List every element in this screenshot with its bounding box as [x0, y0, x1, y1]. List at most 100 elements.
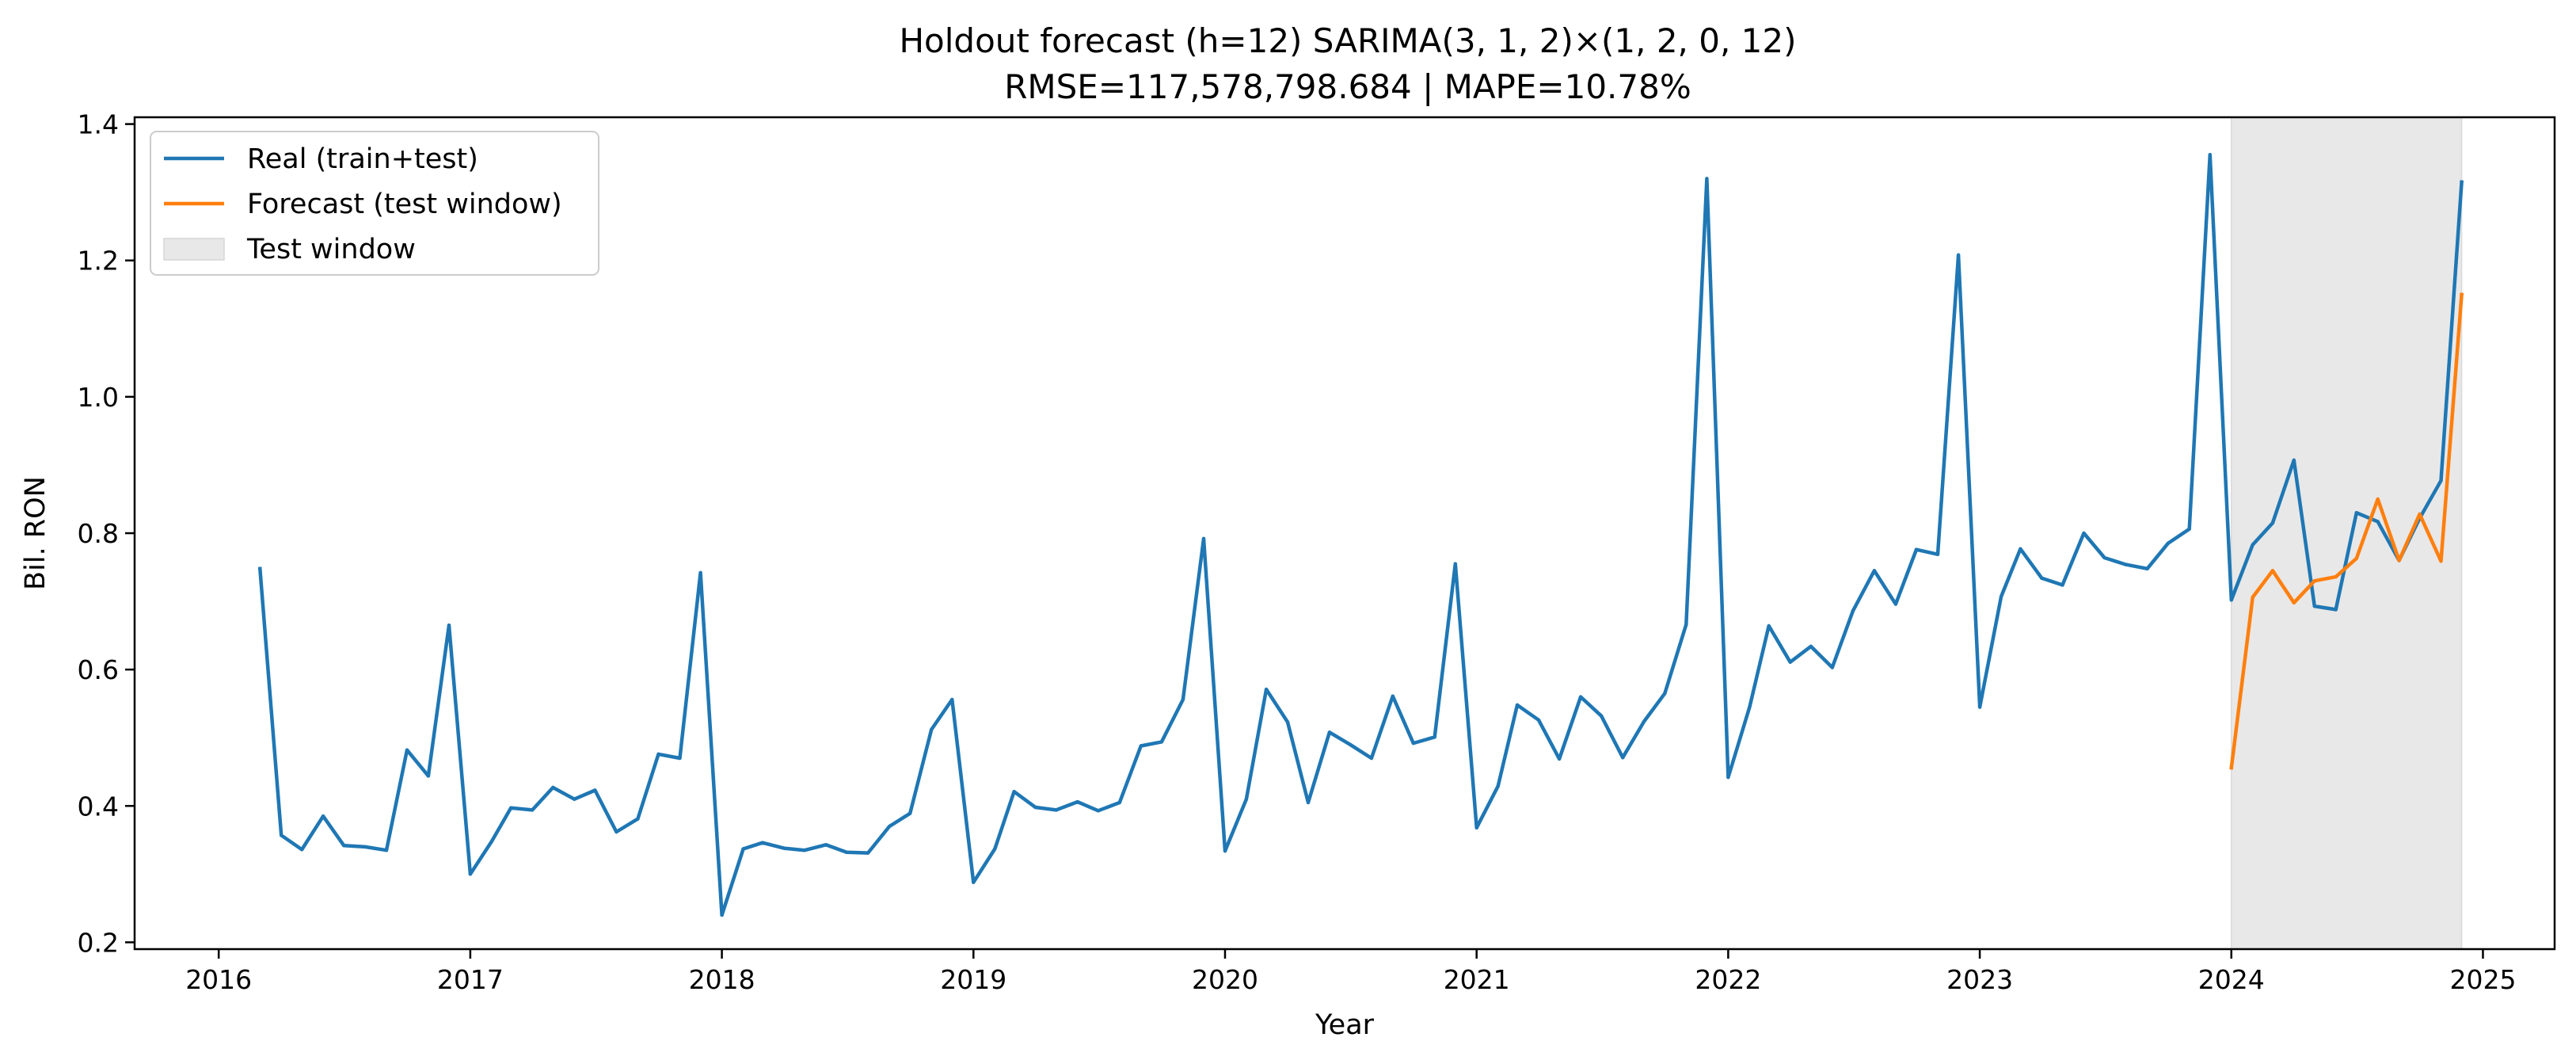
data-point-forecast-2024-10 [2418, 512, 2422, 517]
data-point-real-2024-08 [2376, 520, 2380, 524]
data-point-real-2017-06 [573, 797, 576, 801]
data-point-forecast-2024-03 [2270, 569, 2275, 573]
data-point-real-2023-07 [2102, 555, 2106, 560]
data-point-forecast-2024-02 [2251, 595, 2254, 600]
data-point-real-2023-10 [2166, 541, 2170, 546]
y-axis-label: Bil. RON [20, 476, 51, 590]
y-axis: 0.2 0.4 0.6 0.8 1.0 1.2 1.4 [78, 109, 135, 958]
x-axis: 2016 2017 2018 2019 2020 2021 2022 2023 2024 2025 [185, 949, 2516, 995]
chart-subtitle: RMSE=117,578,798.684 | MAPE=10.78% [1004, 67, 1691, 106]
data-point-forecast-2024-06 [2334, 574, 2338, 579]
data-point-real-2018-08 [866, 851, 870, 855]
data-point-real-2016-05 [300, 848, 304, 852]
data-point-real-2021-11 [1684, 623, 1688, 627]
test-window-layer [2231, 116, 2463, 950]
data-point-real-2016-07 [342, 844, 346, 848]
data-point-real-2019-01 [972, 880, 976, 884]
data-point-real-2020-02 [1244, 797, 1249, 801]
x-tick-label-2020: 2020 [1192, 964, 1258, 995]
data-point-real-2024-12 [2460, 180, 2464, 184]
data-point-real-2019-09 [1139, 744, 1143, 748]
data-point-real-2018-02 [741, 847, 745, 851]
y-tick-label-0.2: 0.2 [78, 927, 119, 958]
data-point-real-2016-09 [384, 849, 389, 852]
data-point-real-2016-08 [363, 845, 367, 849]
data-point-real-2020-06 [1327, 730, 1332, 734]
y-tick-label-1.0: 1.0 [78, 382, 119, 413]
data-point-real-2017-01 [468, 872, 473, 876]
data-point-real-2022-05 [1809, 644, 1813, 649]
y-tick-label-0.6: 0.6 [78, 654, 119, 685]
data-point-forecast-2024-04 [2292, 601, 2296, 604]
data-point-forecast-2024-01 [2229, 765, 2233, 770]
data-point-forecast-2024-05 [2312, 579, 2316, 583]
data-point-real-2017-02 [489, 839, 494, 844]
data-point-real-2021-09 [1642, 719, 1646, 723]
series-layer [257, 153, 2464, 917]
data-point-real-2023-08 [2124, 563, 2128, 566]
data-point-real-2023-09 [2145, 566, 2149, 570]
data-point-real-2022-08 [1872, 569, 1877, 573]
data-point-real-2018-01 [720, 913, 724, 917]
y-tick-label-0.8: 0.8 [78, 518, 119, 549]
data-point-real-2022-06 [1830, 665, 1834, 669]
data-point-real-2019-04 [1033, 805, 1037, 810]
data-point-forecast-2024-11 [2439, 559, 2443, 563]
x-tick-label-2025: 2025 [2449, 964, 2516, 995]
legend-label-forecast: Forecast (test window) [247, 189, 562, 220]
data-point-real-2020-10 [1411, 741, 1416, 746]
y-tick-label-0.4: 0.4 [78, 791, 119, 822]
data-point-real-2024-01 [2229, 598, 2233, 602]
data-point-real-2016-12 [447, 624, 451, 627]
data-point-real-2018-03 [760, 841, 765, 845]
data-point-real-2023-02 [1999, 594, 2003, 599]
legend-label-test-window: Test window [246, 234, 416, 265]
data-point-real-2024-02 [2251, 543, 2254, 547]
data-point-real-2023-12 [2208, 153, 2212, 157]
data-point-real-2024-06 [2334, 608, 2338, 612]
data-point-real-2019-02 [993, 847, 997, 851]
data-point-real-2021-01 [1474, 826, 1478, 830]
series-points-real [258, 153, 2464, 917]
data-point-real-2017-04 [531, 808, 535, 812]
data-point-real-2017-12 [698, 570, 702, 575]
data-point-real-2021-07 [1600, 714, 1604, 718]
data-point-real-2021-03 [1515, 703, 1520, 707]
data-point-real-2022-04 [1788, 660, 1792, 664]
legend: Real (train+test) Forecast (test window)… [150, 131, 599, 276]
data-point-forecast-2024-09 [2397, 559, 2401, 563]
data-point-real-2024-04 [2292, 458, 2296, 463]
series-points-forecast [2229, 292, 2464, 770]
data-point-real-2023-06 [2082, 531, 2086, 536]
x-tick-label-2023: 2023 [1946, 964, 2013, 995]
data-point-real-2020-07 [1348, 742, 1353, 746]
data-point-real-2020-11 [1433, 735, 1436, 739]
data-point-real-2019-12 [1201, 536, 1206, 541]
data-point-real-2016-04 [280, 833, 283, 837]
data-point-real-2023-11 [2187, 527, 2191, 531]
data-point-real-2019-06 [1075, 799, 1079, 804]
data-point-real-2021-02 [1496, 784, 1500, 788]
data-point-real-2021-06 [1578, 695, 1583, 699]
data-point-real-2023-05 [2060, 583, 2064, 587]
data-point-real-2021-04 [1536, 718, 1541, 722]
x-tick-label-2018: 2018 [689, 964, 755, 995]
series-line-forecast [2229, 292, 2464, 770]
legend-swatch-test-window [163, 238, 225, 261]
series-line-real [257, 153, 2464, 917]
x-tick-label-2016: 2016 [185, 964, 252, 995]
data-point-real-2019-05 [1054, 808, 1058, 812]
legend-box [150, 131, 599, 276]
data-point-real-2017-07 [593, 788, 597, 792]
data-point-real-2016-06 [321, 814, 325, 818]
data-point-forecast-2024-07 [2354, 556, 2358, 560]
data-point-forecast-2024-12 [2460, 292, 2464, 296]
data-point-real-2023-03 [2019, 547, 2022, 551]
data-point-real-2020-04 [1285, 720, 1290, 724]
data-point-real-2024-11 [2439, 479, 2443, 482]
data-point-real-2020-09 [1391, 694, 1395, 698]
data-point-real-2019-10 [1159, 740, 1164, 744]
data-point-real-2017-11 [678, 756, 682, 761]
data-point-real-2023-01 [1977, 705, 1982, 709]
